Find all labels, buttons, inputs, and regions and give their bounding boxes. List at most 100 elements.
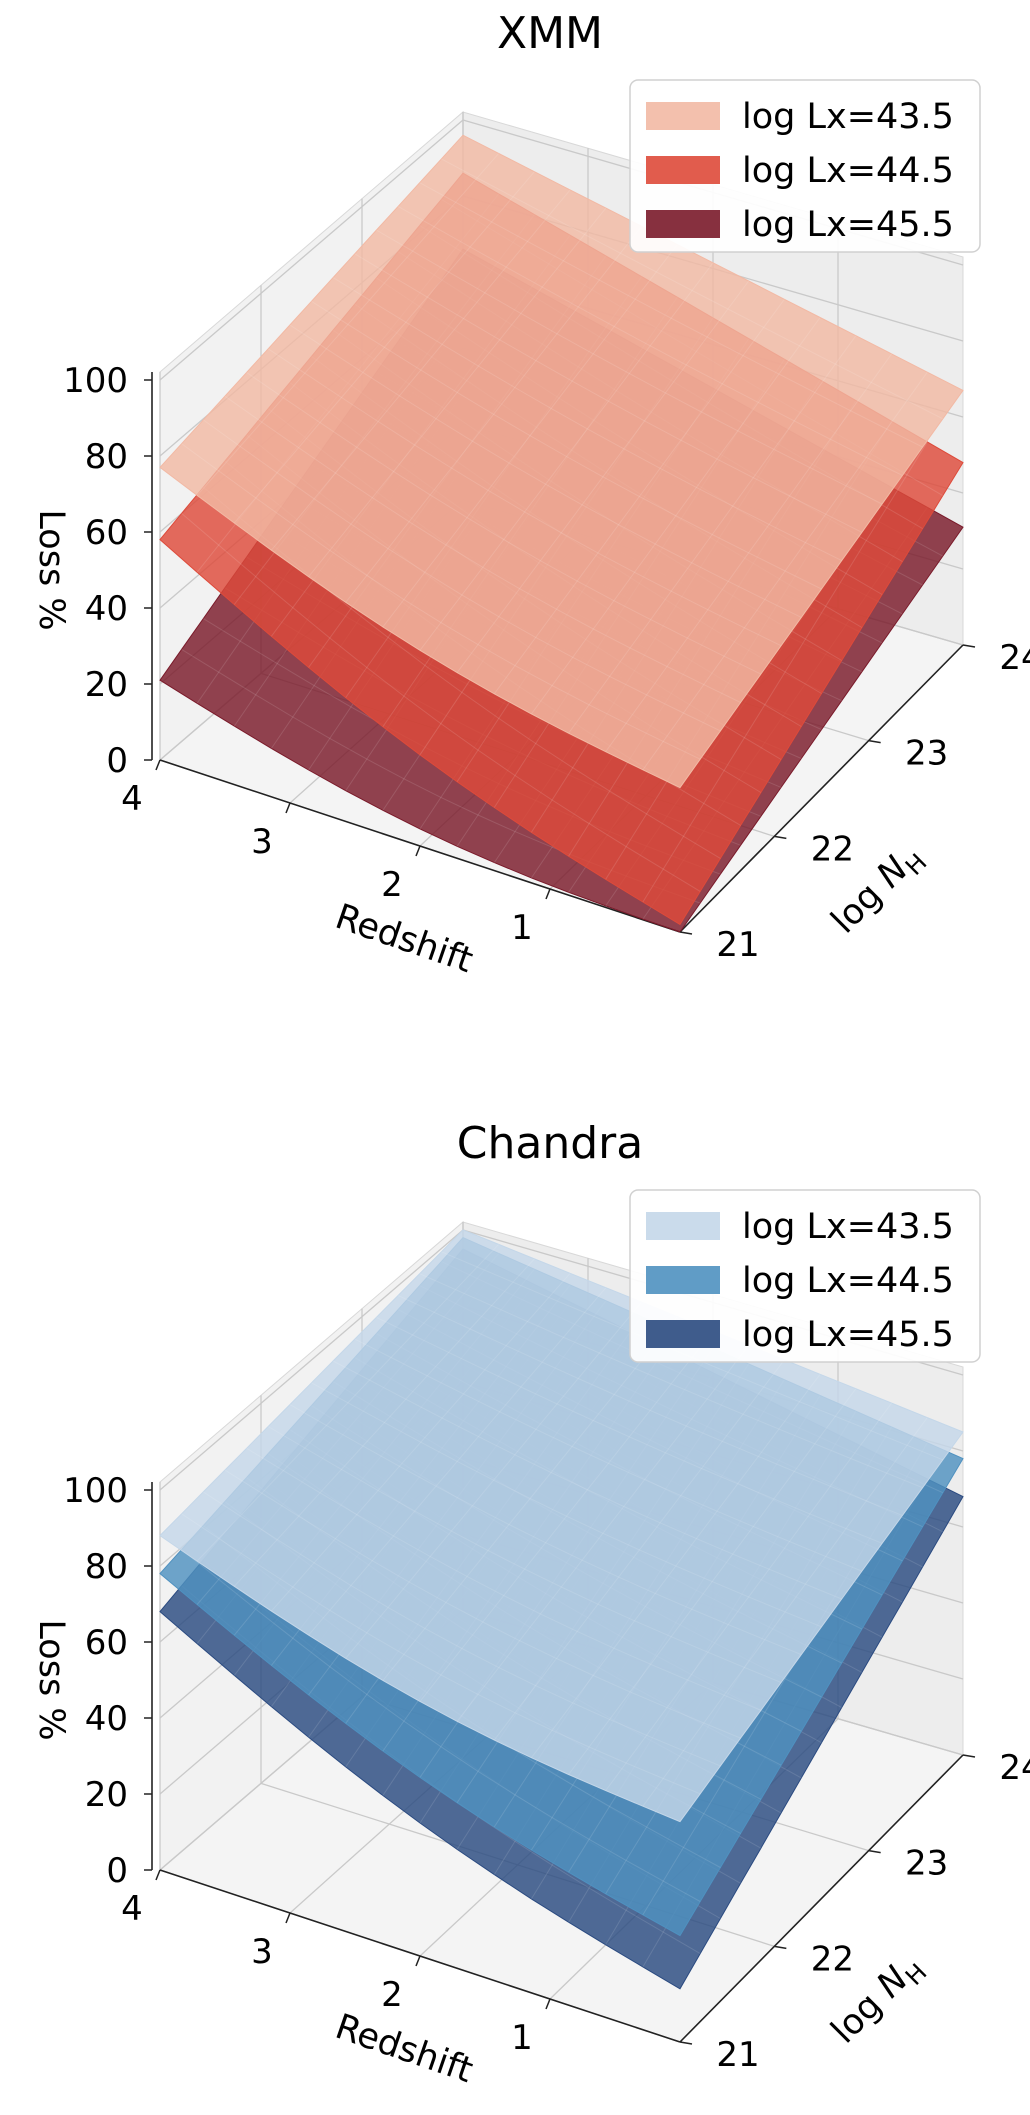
redshift-axis-label: Redshift xyxy=(330,2007,477,2091)
surface-mesh xyxy=(181,153,944,771)
redshift-axis-label: Redshift xyxy=(330,897,477,981)
nh-tick-label: 23 xyxy=(905,734,948,774)
legend-item: log Lx=45.5 xyxy=(646,205,954,245)
nh-tick-label: 23 xyxy=(905,1844,948,1884)
nh-tick-label: 21 xyxy=(716,2035,759,2075)
nh-tick xyxy=(774,835,787,840)
nh-tick xyxy=(774,1945,787,1950)
legend-label: log Lx=44.5 xyxy=(742,151,954,191)
chart-title: Chandra xyxy=(457,1118,643,1169)
mesh-line xyxy=(233,1258,535,1587)
legend-item: log Lx=45.5 xyxy=(646,1315,954,1355)
mesh-line xyxy=(456,1345,750,1722)
mesh-line xyxy=(289,1404,802,1656)
mesh-line xyxy=(419,1273,923,1489)
mesh-line xyxy=(493,299,785,695)
nh-tick xyxy=(868,1849,881,1854)
loss-tick-label: 60 xyxy=(85,513,128,553)
nh-tick xyxy=(679,2041,693,2045)
mesh-line xyxy=(181,1513,701,1795)
legend-swatch xyxy=(646,210,720,238)
mesh-line xyxy=(196,153,500,496)
surface-log-lx-43-5 xyxy=(159,134,964,789)
mesh-line xyxy=(382,1316,678,1681)
chart-panel-2: 123421222324020406080100Redshiftlog NHLo… xyxy=(31,1118,1030,2091)
tick-labels: 123421222324020406080100 xyxy=(63,361,1030,965)
nh-tick xyxy=(868,739,881,744)
legend-swatch xyxy=(646,102,720,130)
mesh-line xyxy=(605,1402,893,1791)
legend-item: log Lx=44.5 xyxy=(646,1261,954,1301)
nh-tick xyxy=(962,1754,976,1758)
legend-label: log Lx=45.5 xyxy=(742,1315,954,1355)
surface-face xyxy=(159,134,964,789)
mesh-line xyxy=(311,1382,822,1628)
loss-tick-label: 100 xyxy=(63,361,128,401)
redshift-tick xyxy=(415,845,421,857)
mesh-line xyxy=(354,1338,863,1572)
grid-line-loss xyxy=(159,119,464,381)
loss-tick-label: 0 xyxy=(106,741,128,781)
legend-item: log Lx=43.5 xyxy=(646,97,954,137)
redshift-tick xyxy=(155,1869,161,1881)
redshift-tick-label: 1 xyxy=(511,2018,533,2058)
mesh-line xyxy=(605,353,893,752)
redshift-tick-label: 3 xyxy=(251,1932,273,1972)
redshift-tick xyxy=(285,1912,291,1924)
redshift-tick xyxy=(415,1955,421,1967)
mesh-line xyxy=(203,419,721,732)
loss-axis-label: Loss % xyxy=(31,1619,71,1740)
legend-item: log Lx=43.5 xyxy=(646,1207,954,1247)
redshift-tick-label: 2 xyxy=(381,865,403,905)
mesh-line xyxy=(311,300,822,590)
legend-label: log Lx=43.5 xyxy=(742,1207,954,1247)
loss-tick-label: 80 xyxy=(85,437,128,477)
mesh-line xyxy=(642,1417,928,1807)
mesh-line xyxy=(397,1295,903,1516)
mesh-line xyxy=(419,1330,714,1702)
loss-axis-label: Loss % xyxy=(31,509,71,630)
mesh-line xyxy=(441,158,944,420)
nh-tick-label: 24 xyxy=(999,1748,1030,1788)
mesh-line xyxy=(308,1287,607,1636)
redshift-tick-label: 3 xyxy=(251,822,273,862)
mesh-line xyxy=(376,1316,883,1544)
redshift-tick xyxy=(545,1998,551,2010)
surface-log-lx-43-5 xyxy=(159,1229,964,1823)
surface-mesh xyxy=(181,1244,943,1807)
redshift-tick-label: 1 xyxy=(511,908,533,948)
nh-axis-line xyxy=(679,644,964,933)
legend-swatch xyxy=(646,1266,720,1294)
mesh-line xyxy=(382,244,678,628)
loss-tick-label: 80 xyxy=(85,1547,128,1587)
mesh-line xyxy=(568,335,857,734)
mesh-line xyxy=(181,443,701,760)
surface-face xyxy=(159,1229,964,1823)
loss-tick-label: 40 xyxy=(85,1699,128,1739)
mesh-line xyxy=(181,1549,701,1902)
legend-swatch xyxy=(646,156,720,184)
legend-label: log Lx=43.5 xyxy=(742,97,954,137)
loss-tick-label: 100 xyxy=(63,1471,128,1511)
nh-tick-label: 22 xyxy=(811,1939,854,1979)
redshift-tick-label: 4 xyxy=(121,779,143,819)
mesh-line xyxy=(233,171,535,524)
legend-swatch xyxy=(646,1212,720,1240)
mesh-line xyxy=(642,441,928,903)
mesh-line xyxy=(246,372,762,675)
loss-tick-label: 20 xyxy=(85,1775,128,1815)
mesh-line xyxy=(376,229,883,505)
chart-panel-1: 123421222324020406080100Redshiftlog NHLo… xyxy=(31,8,1030,981)
mesh-line xyxy=(642,371,928,771)
mesh-line xyxy=(332,277,842,562)
nh-tick xyxy=(679,931,693,935)
nh-tick-label: 24 xyxy=(999,638,1030,678)
loss-tick-label: 0 xyxy=(106,1851,128,1891)
tick-labels: 123421222324020406080100 xyxy=(63,1471,1030,2075)
nh-tick-label: 21 xyxy=(716,925,759,965)
mesh-line xyxy=(493,1359,785,1741)
mesh-line xyxy=(224,395,741,703)
mesh-line xyxy=(419,182,923,448)
legend: log Lx=43.5 log Lx=44.5 log Lx=45.5 xyxy=(629,79,981,253)
nh-tick xyxy=(962,644,976,648)
